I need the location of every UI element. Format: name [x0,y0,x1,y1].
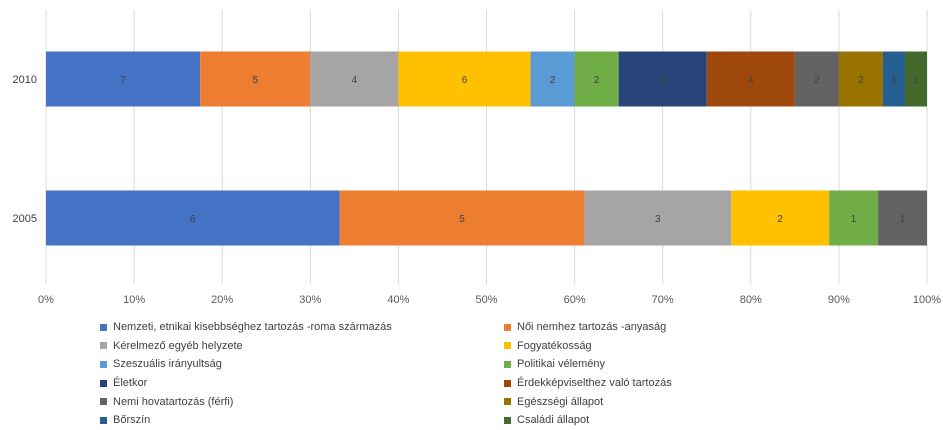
legend-item: Egészségi állapot [504,392,740,411]
legend-swatch [100,379,107,387]
bar-segment [46,51,201,107]
legend-swatch [100,360,107,368]
legend-item: Nemzeti, etnikai kisebbséghez tartozás -… [100,318,504,337]
x-tick-label: 50% [475,294,497,306]
legend-swatch [504,342,511,350]
legend-swatch [504,398,511,406]
legend-label: Érdekképviselthez való tartozás [517,377,672,390]
legend-label: Nemi hovatartozás (férfi) [113,395,234,408]
data-label: 2 [777,214,783,225]
legend-item: Bőrszín [100,411,504,430]
segment-labels: 7 5 4 6 2 2 4 4 2 2 1 1 6 5 3 2 1 1 [120,75,919,225]
legend-swatch [504,360,511,368]
data-label: 1 [913,75,919,86]
legend-item: Érdekképviselthez való tartozás [504,374,740,393]
data-label: 5 [459,214,465,225]
data-label: 2 [814,75,820,86]
data-label: 6 [462,75,468,86]
legend-item: Női nemhez tartozás -anyaság [504,318,740,337]
x-tick-label: 20% [211,294,233,306]
x-tick-label: 10% [123,294,145,306]
legend-swatch [100,323,107,331]
bar-segment [882,51,905,107]
bar-segment [829,190,879,246]
bar-segment [310,51,399,107]
x-tick-label: 90% [828,294,850,306]
x-tick-label: 60% [564,294,586,306]
x-axis: 0% 10% 20% 30% 40% 50% 60% 70% 80% 90% 100% [38,294,941,306]
bar-segment [46,190,340,246]
legend-label: Politikai vélemény [517,358,606,371]
legend-item: Családi állapot [504,411,740,430]
data-label: 1 [900,214,906,225]
data-label: 4 [748,75,754,86]
legend-swatch [100,398,107,406]
category-label: 2010 [13,74,37,86]
data-label: 6 [190,214,196,225]
x-tick-label: 80% [740,294,762,306]
x-tick-label: 0% [38,294,54,306]
bar-segment [794,51,839,107]
legend-label: Szeszuális irányultság [113,358,222,371]
bar-segment [530,51,575,107]
bar-segment [838,51,883,107]
bar-segment [339,190,585,246]
bar-segment [706,51,795,107]
legend-item: Életkor [100,374,504,393]
legend-item: Kérelmező egyéb helyzete [100,337,504,356]
legend-label: Életkor [113,377,148,390]
y-axis: 2010 2005 [13,74,37,225]
legend-swatch [504,379,511,387]
bar-segment [731,190,830,246]
legend-label: Női nemhez tartozás -anyaság [517,321,667,334]
legend-swatch [504,323,511,331]
x-tick-label: 30% [299,294,321,306]
legend-item: Fogyatékosság [504,337,740,356]
bar-segment [878,190,927,246]
legend-label: Családi állapot [517,414,590,427]
legend-swatch [504,416,511,424]
data-label: 1 [891,75,897,86]
legend-label: Bőrszín [113,414,151,427]
bar-segment [574,51,619,107]
data-label: 7 [120,75,126,86]
data-label: 4 [660,75,666,86]
data-label: 2 [550,75,556,86]
bar-segment [904,51,927,107]
data-label: 5 [252,75,258,86]
legend-item: Nemi hovatartozás (férfi) [100,392,504,411]
legend-label: Fogyatékosság [517,339,592,352]
legend-item: Szeszuális irányultság [100,355,504,374]
bars [46,51,927,246]
x-tick-label: 100% [913,294,941,306]
x-tick-label: 40% [387,294,409,306]
legend-label: Egészségi állapot [517,395,604,408]
data-label: 2 [594,75,600,86]
bar-segment [618,51,707,107]
bar-segment [200,51,311,107]
data-label: 1 [851,214,857,225]
legend-label: Kérelmező egyéb helyzete [113,339,243,352]
data-label: 3 [655,214,661,225]
bar-segment [584,190,732,246]
legend-swatch [100,416,107,424]
legend-item: Politikai vélemény [504,355,740,374]
x-tick-label: 70% [652,294,674,306]
legend-label: Nemzeti, etnikai kisebbséghez tartozás -… [113,321,392,334]
legend: Nemzeti, etnikai kisebbséghez tartozás -… [100,318,740,430]
legend-swatch [100,342,107,350]
bar-segment [398,51,531,107]
category-label: 2005 [13,213,37,225]
data-label: 2 [858,75,864,86]
data-label: 4 [352,75,358,86]
